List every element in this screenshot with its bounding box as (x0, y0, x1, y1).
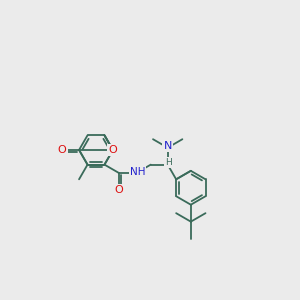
Text: O: O (115, 185, 124, 195)
Text: O: O (109, 145, 117, 155)
Text: H: H (165, 158, 172, 167)
Text: NH: NH (130, 167, 146, 177)
Text: N: N (164, 141, 172, 151)
Text: O: O (58, 145, 67, 155)
